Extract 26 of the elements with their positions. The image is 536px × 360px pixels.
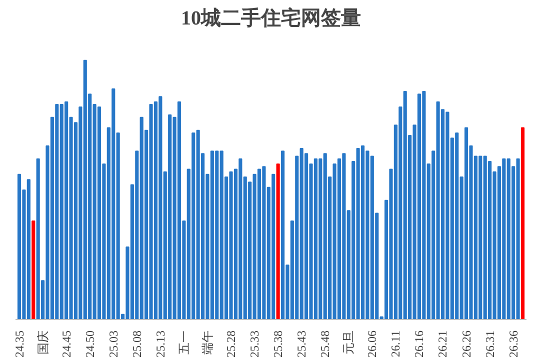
x-tick-label: 25.38 xyxy=(271,330,286,358)
x-tick-label: 25.43 xyxy=(294,330,309,358)
x-tick-label: 25.03 xyxy=(106,330,120,358)
x-tick-label: 25.48 xyxy=(318,330,332,358)
x-tick-label: 26.31 xyxy=(482,330,497,358)
bar xyxy=(32,220,36,320)
x-tick-label: 24.50 xyxy=(82,330,97,358)
x-tick-label: 25.13 xyxy=(153,330,168,358)
x-tick-label: 26.16 xyxy=(412,330,426,358)
bar xyxy=(520,127,525,320)
x-tick-label: 25.28 xyxy=(224,330,238,358)
x-tick-label: 26.21 xyxy=(436,330,450,358)
x-tick-label: 国庆 xyxy=(36,330,50,354)
x-tick-label: 端午 xyxy=(200,330,214,354)
bar xyxy=(276,164,280,320)
x-tick-label: 26.11 xyxy=(388,330,403,358)
x-tick-label: 五一 xyxy=(176,330,191,354)
x-tick-label: 24.35 xyxy=(12,330,26,358)
x-tick-label: 25.08 xyxy=(130,330,144,358)
x-tick-label: 26.06 xyxy=(365,330,380,358)
x-tick-label: 元旦 xyxy=(342,330,356,354)
x-tick-label: 26.36 xyxy=(506,330,520,358)
chart-title: 10城二手住宅网签量 xyxy=(181,6,361,30)
x-tick-label: 24.45 xyxy=(59,330,74,358)
x-tick-label: 25.33 xyxy=(248,330,262,358)
x-tick-label: 26.26 xyxy=(459,330,474,358)
